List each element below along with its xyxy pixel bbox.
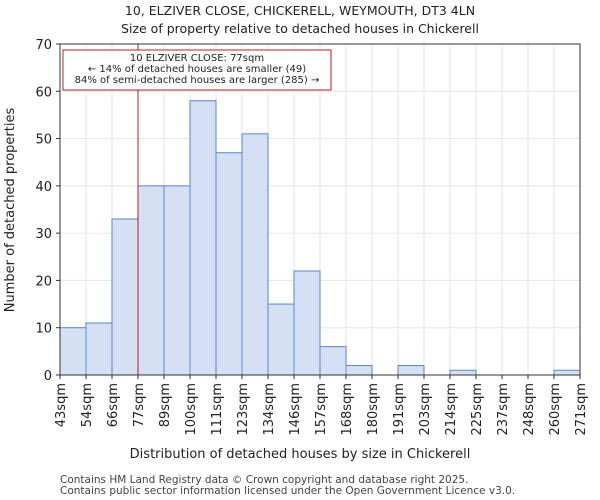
footer-line-1: Contains HM Land Registry data © Crown c… (60, 474, 468, 486)
y-axis-label: Number of detached properties (3, 108, 18, 313)
bars (59, 100, 581, 376)
bar-54sqm (85, 322, 113, 376)
x-tick-label: 54sqm (80, 383, 95, 427)
bar-168sqm (345, 365, 373, 376)
x-tick-label: 111sqm (210, 383, 225, 436)
bar-89sqm (163, 185, 191, 376)
y-tick-label: 50 (35, 133, 52, 148)
bar-123sqm (241, 133, 269, 376)
bar-77sqm (137, 185, 165, 376)
bar-191sqm (397, 365, 425, 376)
chart-subtitle: Size of property relative to detached ho… (121, 21, 479, 36)
x-tick-label: 168sqm (340, 383, 355, 436)
x-tick-label: 100sqm (184, 383, 199, 436)
annotation-line-3: 84% of semi-detached houses are larger (… (75, 75, 320, 86)
footer-line-2: Contains public sector information licen… (60, 485, 515, 497)
x-tick-label: 271sqm (574, 383, 589, 436)
y-tick-label: 60 (35, 85, 52, 100)
plot-frame (59, 43, 581, 376)
x-tick-label: 146sqm (288, 383, 303, 436)
x-tick-label: 260sqm (548, 383, 563, 436)
x-tick-label: 248sqm (522, 383, 537, 436)
y-tick-label: 40 (35, 180, 52, 195)
x-tick-label: 237sqm (496, 383, 511, 436)
bar-66sqm (111, 218, 139, 376)
x-tick-label: 191sqm (392, 383, 407, 436)
y-tick-label: 0 (44, 369, 52, 384)
chart-title: 10, ELZIVER CLOSE, CHICKERELL, WEYMOUTH,… (125, 3, 475, 18)
y-tick-label: 20 (35, 274, 52, 289)
annotation: 10 ELZIVER CLOSE: 77sqm ← 14% of detache… (62, 49, 332, 91)
y-tick-label: 30 (35, 227, 52, 242)
annotation-box (62, 49, 332, 91)
x-tick-label: 123sqm (236, 383, 251, 436)
bar-214sqm (449, 369, 477, 376)
x-tick-label: 214sqm (444, 383, 459, 436)
bar-111sqm (215, 152, 243, 376)
x-tick-label: 134sqm (262, 383, 277, 436)
x-tick-label: 77sqm (132, 383, 147, 427)
x-tick-label: 157sqm (314, 383, 329, 436)
bar-260sqm (553, 369, 581, 376)
bar-157sqm (319, 346, 347, 376)
x-axis-label: Distribution of detached houses by size … (130, 447, 471, 462)
x-tick-label: 66sqm (106, 383, 121, 427)
annotation-line-1: 10 ELZIVER CLOSE: 77sqm (130, 53, 264, 64)
bar-146sqm (293, 270, 321, 376)
x-axis-ticks: 43sqm 54sqm 66sqm 77sqm 89sqm 100sqm 111sqm 123… (54, 375, 589, 436)
bar-134sqm (267, 303, 295, 376)
x-tick-label: 43sqm (54, 383, 69, 427)
annotation-line-2: ← 14% of detached houses are smaller (49… (88, 64, 306, 75)
bar-43sqm (59, 327, 87, 376)
x-tick-label: 225sqm (470, 383, 485, 436)
x-tick-label: 203sqm (418, 383, 433, 436)
x-tick-label: 180sqm (366, 383, 381, 436)
y-tick-label: 10 (35, 322, 52, 337)
x-tick-label: 89sqm (158, 383, 173, 427)
bar-100sqm (189, 100, 217, 376)
y-tick-label: 70 (35, 38, 52, 53)
y-axis-ticks: 0 10 20 30 40 50 60 70 (35, 38, 60, 384)
